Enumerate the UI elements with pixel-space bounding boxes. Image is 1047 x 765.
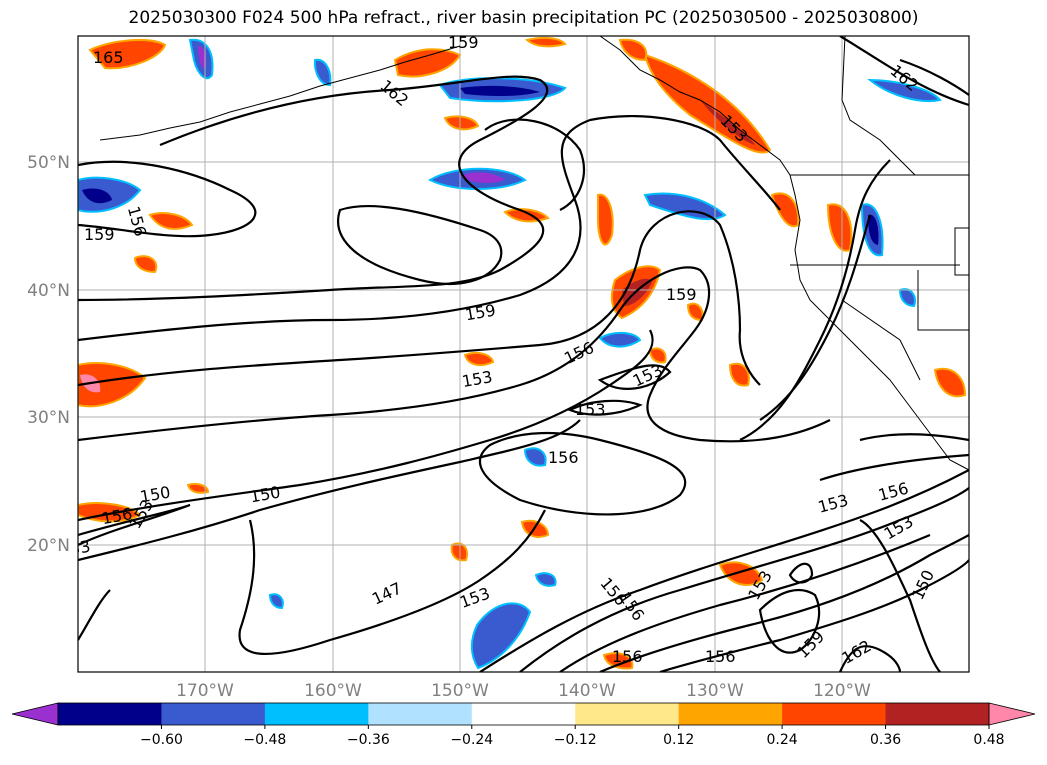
precip-patch: [78, 362, 147, 408]
colorbar-tick-label: 0.24: [767, 732, 798, 748]
precip-patch: [597, 193, 614, 246]
map-layers: 165 159 162 162 156 159 159 153 156 159 …: [58, 33, 969, 672]
precip-patch: [826, 203, 853, 252]
precip-patch: [643, 53, 772, 154]
colorbar-tick-label: −0.24: [450, 732, 493, 748]
contour-label: 159: [84, 225, 115, 244]
precip-patch: [460, 85, 540, 97]
lon-label: 130°W: [686, 681, 744, 701]
precip-patch: [450, 542, 468, 562]
longitude-labels: 170°W 160°W 150°W 140°W 130°W 120°W: [176, 681, 871, 701]
precip-patch: [463, 352, 495, 367]
precip-patch: [648, 347, 667, 364]
contour-label: 153: [575, 400, 606, 419]
plot-area: [78, 36, 969, 672]
precip-patch: [198, 46, 207, 70]
colorbar-segment: [678, 703, 783, 725]
precip-patch: [618, 38, 648, 62]
contour-label: 159: [448, 33, 479, 52]
colorbar-segment: [782, 703, 887, 725]
contour-label: 156: [548, 448, 579, 467]
contour-label: 159: [666, 285, 697, 304]
precip-patch: [460, 172, 505, 184]
colorbar-segment: [575, 703, 680, 725]
lat-label: 40°N: [27, 281, 70, 301]
lon-label: 150°W: [431, 681, 489, 701]
lon-label: 140°W: [558, 681, 616, 701]
precip-patch: [933, 367, 967, 398]
lon-label: 160°W: [304, 681, 362, 701]
precip-patch: [643, 192, 727, 221]
contour-label: 156: [612, 647, 643, 666]
colorbar-tick-label: 0.36: [870, 732, 901, 748]
colorbar-tick-label: −0.12: [554, 732, 597, 748]
precip-patch: [186, 482, 210, 494]
colorbar-tick-label: 0.12: [663, 732, 694, 748]
precip-patch: [523, 447, 547, 467]
precip-patch: [534, 572, 557, 587]
lat-label: 50°N: [27, 153, 70, 173]
graticule: [78, 36, 969, 672]
precip-patch: [133, 255, 158, 274]
colorbar-segments: [58, 703, 990, 725]
lon-label: 170°W: [176, 681, 234, 701]
map-title: 2025030300 F024 500 hPa refract., river …: [128, 8, 919, 28]
colorbar-max-extend: [988, 702, 1036, 726]
precip-patch: [82, 188, 112, 204]
refractivity-contours: [78, 36, 969, 672]
coastlines: [99, 36, 969, 471]
colorbar-tick-label: 0.48: [973, 732, 1004, 748]
colorbar-tick-label: −0.48: [243, 732, 286, 748]
plot-frame: [77, 35, 970, 673]
colorbar-segment: [471, 703, 576, 725]
precip-fields: [78, 36, 967, 670]
precip-patch: [598, 332, 642, 348]
precip-patch: [470, 602, 532, 670]
contour-label: 153: [58, 537, 91, 561]
precip-patch: [313, 58, 332, 87]
precip-patch: [268, 593, 284, 610]
precip-patch: [88, 39, 167, 70]
precip-patch: [602, 652, 634, 670]
precip-patch: [770, 192, 800, 228]
lon-label: 120°W: [813, 681, 871, 701]
precip-patch: [728, 362, 750, 387]
lat-label: 20°N: [27, 536, 70, 556]
colorbar-segment: [368, 703, 473, 725]
lat-label: 30°N: [27, 408, 70, 428]
colorbar-segment: [885, 703, 990, 725]
precip-patch: [443, 115, 480, 131]
colorbar-tick-label: −0.60: [140, 732, 183, 748]
colorbar-min-extend: [11, 702, 59, 726]
contour-label: 156: [705, 647, 736, 666]
colorbar-ticks: −0.60 −0.48 −0.36 −0.24 −0.12 0.12 0.24 0.36 0.4…: [140, 725, 1005, 748]
contour-label: 165: [93, 48, 124, 67]
precip-patch: [148, 212, 194, 230]
colorbar-tick-label: −0.36: [347, 732, 390, 748]
colorbar-segment: [161, 703, 266, 725]
colorbar-segment: [264, 703, 369, 725]
precip-patch: [524, 36, 567, 48]
precip-patch: [868, 214, 879, 245]
precip-patch: [867, 78, 942, 102]
colorbar: −0.60 −0.48 −0.36 −0.24 −0.12 0.12 0.24 0.36 0.4…: [11, 702, 1036, 748]
contour-label-group: 165 159 162 162 156 159 159 153 156 159 …: [58, 33, 938, 668]
colorbar-frame: [57, 702, 990, 726]
precip-patch: [700, 100, 755, 145]
colorbar-segment: [58, 703, 162, 725]
latitude-labels: 50°N 40°N 30°N 20°N: [27, 153, 70, 556]
